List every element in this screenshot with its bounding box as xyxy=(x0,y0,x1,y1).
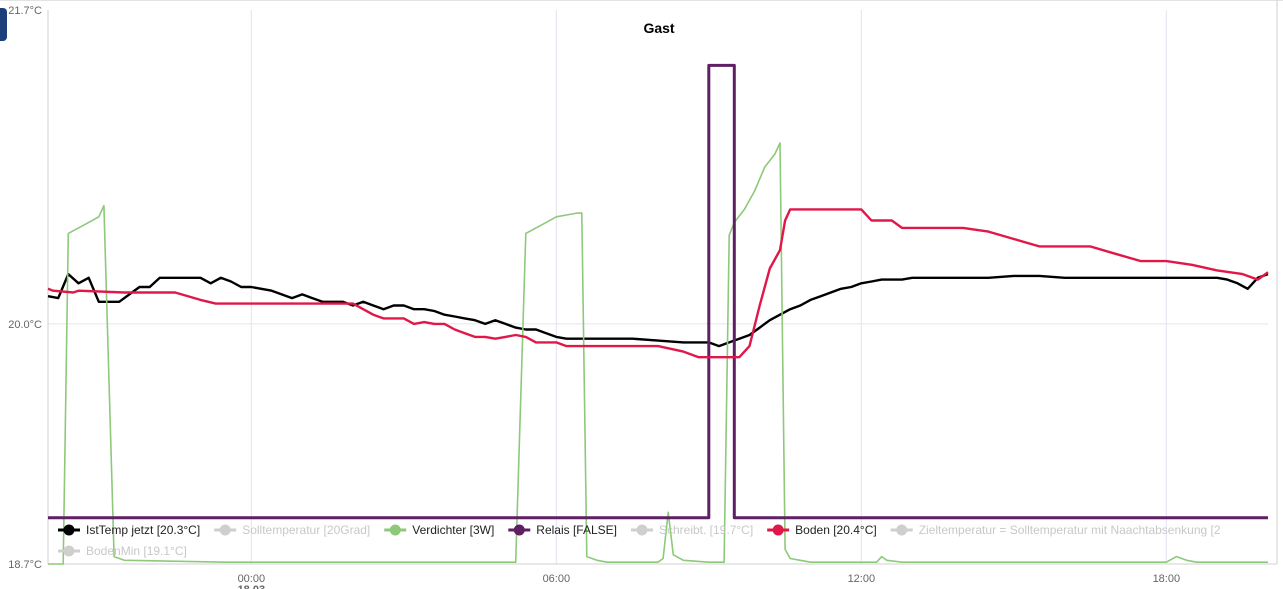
series-line-3 xyxy=(48,63,1268,520)
series-layer xyxy=(47,63,1269,565)
y-tick-label: 18.7°C xyxy=(8,559,42,571)
y-tick-label: 20.0°C xyxy=(8,319,42,331)
legend-swatch-dot-7 xyxy=(63,545,75,557)
x-tick-label: 12:00 xyxy=(848,573,876,585)
legend-item-5: Boden [20.4°C] xyxy=(795,523,877,537)
legend-item-1: Solltemperatur [20Grad] xyxy=(242,523,370,537)
legend-item-7: BodenMin [19.1°C] xyxy=(86,544,187,558)
legend-swatch-dot-1 xyxy=(219,524,231,536)
y-axis: 21.7°C 20.0°C 18.7°C xyxy=(8,5,42,571)
legend-swatch-dot-0 xyxy=(63,524,75,536)
top-border xyxy=(0,0,1283,1)
y-tick-label: 21.7°C xyxy=(8,5,42,17)
legend-item-0: IstTemp jetzt [20.3°C] xyxy=(86,523,200,537)
legend-swatch-dot-3 xyxy=(513,524,525,536)
series-line-2 xyxy=(48,142,1268,565)
x-axis: 00:00 06:00 12:00 18:00 18.03 xyxy=(238,573,1181,589)
legend-item-4: Schreibt. [19.7°C] xyxy=(659,523,753,537)
x-date-label: 18.03 xyxy=(238,584,266,589)
x-tick-label: 06:00 xyxy=(543,573,571,585)
legend-swatch-dot-6 xyxy=(896,524,908,536)
legend-item-2: Verdichter [3W] xyxy=(412,523,494,537)
series-line-0 xyxy=(47,272,1269,348)
legend-item-6: Zieltemperatur = Solltemperatur mit Naac… xyxy=(919,523,1221,537)
panel-handle[interactable] xyxy=(0,8,7,41)
legend-swatch-dot-4 xyxy=(636,524,648,536)
legend-swatch-dot-2 xyxy=(389,524,401,536)
legend-item-3: Relais [FALSE] xyxy=(536,523,617,537)
x-tick-label: 18:00 xyxy=(1153,573,1181,585)
legend-swatch-dot-5 xyxy=(772,524,784,536)
legend[interactable]: IstTemp jetzt [20.3°C] Solltemperatur [20… xyxy=(58,523,1221,558)
series-line-5 xyxy=(47,208,1269,359)
x-tick-label: 00:00 xyxy=(238,573,266,585)
chart-title: Gast xyxy=(643,20,674,36)
